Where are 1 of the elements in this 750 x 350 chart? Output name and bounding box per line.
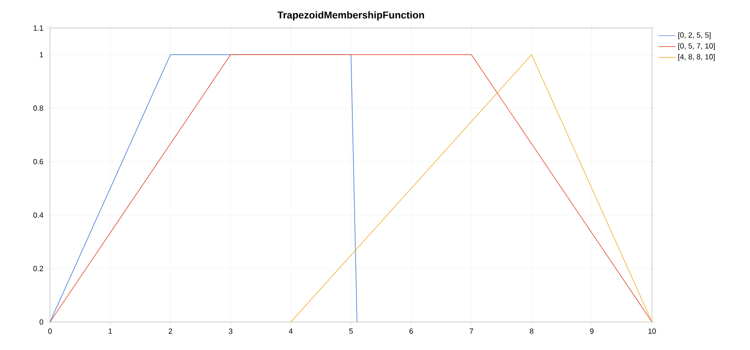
chart-title: TrapezoidMembershipFunction [277,11,424,20]
